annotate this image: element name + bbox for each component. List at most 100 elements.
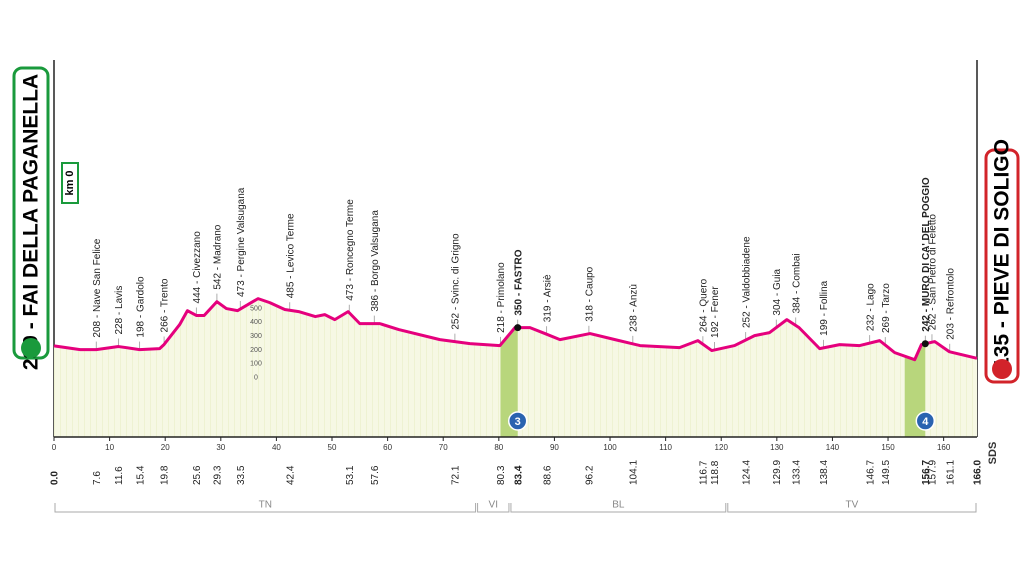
region-label: TN (259, 500, 272, 511)
km-label: 146.7 (865, 460, 876, 485)
km-label: 156.7 (921, 460, 932, 485)
km-label: 29.3 (213, 465, 224, 485)
km-label: 11.6 (114, 466, 125, 485)
km-label: 104.1 (628, 460, 639, 485)
waypoint-label: 264 - Quero (699, 278, 710, 332)
region-bracket (727, 503, 977, 513)
km-label: 53.1 (345, 465, 356, 485)
climb-badge (915, 411, 936, 431)
region-bracket (510, 503, 727, 513)
finish-label: 135 - PIEVE DI SOLIGO (991, 139, 1014, 369)
x-tick-label: 140 (826, 443, 840, 452)
x-tick-label: 60 (383, 443, 392, 452)
km-label: 88.6 (542, 465, 553, 485)
waypoint-label: 485 - Levico Terme (285, 213, 296, 298)
climb-top (514, 324, 522, 332)
km-label: 133.4 (791, 460, 802, 485)
footer: SDS (987, 442, 999, 465)
x-tick-label: 100 (603, 443, 617, 452)
waypoint-label: 473 - Pergine Valsugana (236, 187, 247, 297)
waypoint-label: 319 - Arsiè (542, 274, 553, 322)
waypoint-label: 318 - Caupo (585, 266, 596, 321)
y-tick-label: 0 (254, 374, 258, 381)
km-label: 149.5 (881, 460, 892, 485)
km-label: 157.9 (928, 460, 939, 485)
waypoint-label: 266 - Trento (160, 278, 171, 332)
y-tick-label: 400 (250, 319, 262, 326)
finish-icon (992, 359, 1012, 379)
waypoint-label: 350 - FASTRO (513, 249, 524, 315)
profile: 0 100 200 300 400 500 0 10 20 30 40 50 60 70 80 90 100 11… (50, 177, 984, 513)
waypoint-label: 203 - Refrontolo (945, 268, 956, 340)
y-tick-label: 200 (250, 347, 262, 354)
km-label: 80.3 (496, 465, 507, 485)
x-tick-label: 20 (161, 443, 170, 452)
profile-line (53, 297, 978, 362)
waypoint-label: 242 - MURO DI CA' DEL POGGIO (921, 177, 932, 332)
waypoint-label: 384 - Combai (791, 253, 802, 313)
x-tick-label: 70 (439, 443, 448, 452)
waypoint-label: 208 - Nave San Felice (92, 238, 103, 337)
x-tick-label: 90 (550, 443, 559, 452)
waypoint-label: 473 - Roncegno Terme (345, 199, 356, 301)
km-label: 161.1 (945, 460, 956, 485)
x-tick-label: 130 (770, 443, 784, 452)
km-label: 15.4 (135, 465, 146, 485)
region-bracket (54, 503, 477, 513)
waypoint-label: 444 - Civezzano (192, 231, 203, 304)
region-label: VI (489, 500, 498, 511)
km-label: 19.8 (160, 465, 171, 485)
km-label: 7.6 (92, 471, 103, 485)
waypoint-label: 252 - Valdobbiadene (741, 236, 752, 328)
y-tick-label: 100 (250, 361, 262, 368)
km-label: 0.0 (50, 471, 61, 485)
km-label: 124.4 (741, 460, 752, 485)
km-label: 166.0 (973, 460, 984, 485)
x-tick-label: 40 (272, 443, 281, 452)
waypoint-label: 199 - Follina (819, 280, 830, 335)
x-tick-label: 150 (881, 443, 895, 452)
finish-box (984, 148, 1020, 384)
km0-box (61, 162, 79, 204)
x-tick-label: 10 (105, 443, 114, 452)
x-tick-label: 110 (659, 443, 672, 452)
waypoint-label: 386 - Borgo Valsugana (370, 210, 381, 312)
x-tick-label: 120 (715, 443, 729, 452)
x-tick-label: 80 (494, 443, 503, 452)
climb-top (921, 340, 929, 348)
km-label: 118.8 (710, 460, 721, 485)
climb-badge (507, 411, 528, 431)
x-tick-label: 0 (52, 443, 57, 452)
km-label: 138.4 (819, 460, 830, 485)
waypoint-label: 232 - Lago (865, 283, 876, 331)
km0-label: km 0 (64, 170, 76, 195)
km-label: 72.1 (451, 465, 462, 485)
waypoint-label: 192 - Fener (710, 286, 721, 338)
km-label: 116.7 (699, 460, 710, 485)
y-tick-label: 500 (250, 305, 262, 312)
km-label: 83.4 (513, 465, 524, 485)
x-tick-label: 30 (216, 443, 225, 452)
km-label: 57.6 (370, 465, 381, 485)
x-tick-label: 50 (328, 443, 337, 452)
km-label: 42.4 (285, 465, 296, 485)
waypoint-label: 218 - Primolano (496, 262, 507, 333)
km-label: 25.6 (192, 465, 203, 485)
km-label: 96.2 (585, 465, 596, 485)
waypoint-label: 238 - Anzù (628, 284, 639, 332)
climb-category: 4 (922, 416, 929, 428)
waypoint-label: 262 - San Pietro di Feletto (928, 214, 939, 331)
climb-area (500, 327, 518, 437)
waypoint-label: 252 - Svinc. di Grigno (451, 233, 462, 330)
x-tick-label: 160 (937, 443, 951, 452)
y-tick-label: 300 (250, 333, 262, 340)
km-label: 33.5 (236, 465, 247, 485)
region-bracket (477, 503, 510, 513)
region-label: TV (846, 500, 859, 511)
start-icon (21, 338, 41, 358)
start-label: 230 - FAI DELLA PAGANELLA (20, 74, 43, 370)
waypoint-label: 198 - Gardolo (135, 276, 146, 338)
waypoint-label: 542 - Madrano (213, 224, 224, 289)
